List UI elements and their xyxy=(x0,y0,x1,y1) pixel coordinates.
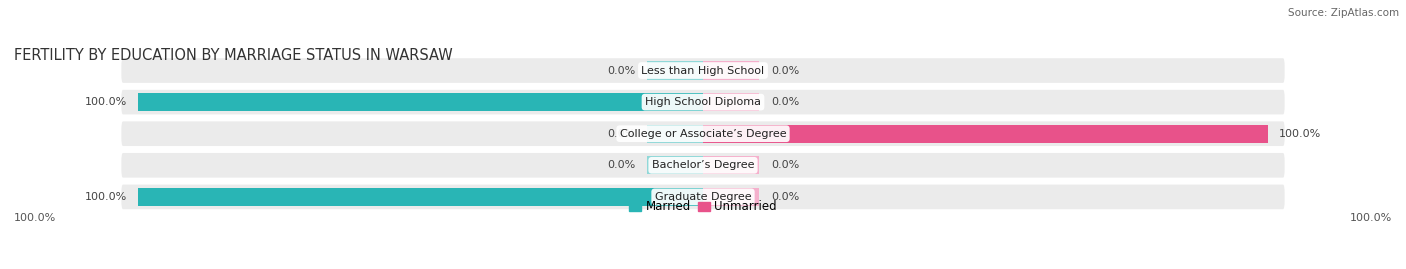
Legend: Married, Unmarried: Married, Unmarried xyxy=(624,196,782,218)
Text: 0.0%: 0.0% xyxy=(607,129,636,139)
Text: 100.0%: 100.0% xyxy=(1279,129,1322,139)
FancyBboxPatch shape xyxy=(121,90,1285,114)
Text: 100.0%: 100.0% xyxy=(14,213,56,223)
Bar xyxy=(703,125,1268,143)
Bar xyxy=(647,125,703,143)
Text: 0.0%: 0.0% xyxy=(607,160,636,170)
Text: High School Diploma: High School Diploma xyxy=(645,97,761,107)
Text: 100.0%: 100.0% xyxy=(84,97,127,107)
Text: 0.0%: 0.0% xyxy=(770,97,799,107)
Bar xyxy=(647,156,703,175)
FancyBboxPatch shape xyxy=(121,153,1285,178)
FancyBboxPatch shape xyxy=(121,121,1285,146)
Bar xyxy=(703,156,759,175)
Text: 0.0%: 0.0% xyxy=(607,66,636,76)
Bar xyxy=(703,93,759,111)
Bar xyxy=(647,61,703,80)
FancyBboxPatch shape xyxy=(121,58,1285,83)
Bar xyxy=(703,61,759,80)
Text: Source: ZipAtlas.com: Source: ZipAtlas.com xyxy=(1288,8,1399,18)
Text: 0.0%: 0.0% xyxy=(770,192,799,202)
Text: 100.0%: 100.0% xyxy=(1350,213,1392,223)
Text: Bachelor’s Degree: Bachelor’s Degree xyxy=(652,160,754,170)
Text: FERTILITY BY EDUCATION BY MARRIAGE STATUS IN WARSAW: FERTILITY BY EDUCATION BY MARRIAGE STATU… xyxy=(14,48,453,63)
Text: Graduate Degree: Graduate Degree xyxy=(655,192,751,202)
Bar xyxy=(703,188,759,206)
Bar xyxy=(138,188,703,206)
Text: Less than High School: Less than High School xyxy=(641,66,765,76)
Bar xyxy=(138,93,703,111)
Text: 0.0%: 0.0% xyxy=(770,66,799,76)
FancyBboxPatch shape xyxy=(121,185,1285,209)
Text: College or Associate’s Degree: College or Associate’s Degree xyxy=(620,129,786,139)
Text: 100.0%: 100.0% xyxy=(84,192,127,202)
Text: 0.0%: 0.0% xyxy=(770,160,799,170)
